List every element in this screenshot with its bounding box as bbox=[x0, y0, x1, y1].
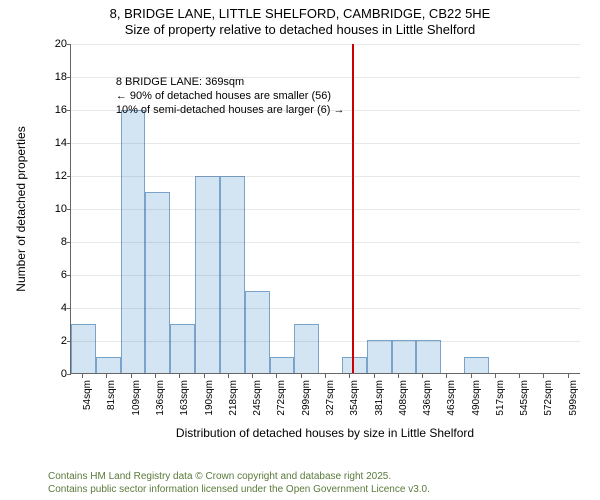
x-tick-label: 327sqm bbox=[325, 380, 336, 416]
histogram-bar bbox=[145, 192, 170, 373]
x-tick-label: 136sqm bbox=[155, 380, 166, 416]
x-axis-ticks: 54sqm 81sqm 109sqm 136sqm 163sqm 190sqm 218sqm… bbox=[70, 374, 580, 424]
x-tick-label: 272sqm bbox=[276, 380, 287, 416]
y-tick-label: 14 bbox=[43, 137, 67, 149]
x-tick-label: 490sqm bbox=[471, 380, 482, 416]
y-tick-label: 10 bbox=[43, 203, 67, 215]
chart-title-block: 8, BRIDGE LANE, LITTLE SHELFORD, CAMBRID… bbox=[0, 0, 600, 39]
histogram-bar bbox=[270, 357, 295, 373]
plot-area: 8 BRIDGE LANE: 369sqm ← 90% of detached … bbox=[70, 44, 580, 374]
y-tick-label: 6 bbox=[43, 269, 67, 281]
histogram-bar bbox=[245, 291, 270, 373]
x-tick: 545sqm bbox=[507, 374, 531, 424]
attribution-footer: Contains HM Land Registry data © Crown c… bbox=[48, 471, 430, 496]
y-tick-label: 0 bbox=[43, 368, 67, 380]
x-tick: 408sqm bbox=[386, 374, 410, 424]
x-tick: 436sqm bbox=[410, 374, 434, 424]
annotation-line2: ← 90% of detached houses are smaller (56… bbox=[116, 90, 345, 104]
x-tick-label: 163sqm bbox=[179, 380, 190, 416]
x-tick: 109sqm bbox=[119, 374, 143, 424]
histogram-bar bbox=[416, 340, 441, 373]
annotation-line1: 8 BRIDGE LANE: 369sqm bbox=[116, 76, 345, 90]
x-tick: 354sqm bbox=[337, 374, 361, 424]
x-tick: 490sqm bbox=[459, 374, 483, 424]
histogram-bar bbox=[96, 357, 121, 373]
footer-line1: Contains HM Land Registry data © Crown c… bbox=[48, 471, 430, 484]
x-tick: 54sqm bbox=[70, 374, 94, 424]
chart-title-line2: Size of property relative to detached ho… bbox=[0, 22, 600, 38]
y-tick-label: 20 bbox=[43, 38, 67, 50]
x-tick-label: 354sqm bbox=[349, 380, 360, 416]
x-tick: 327sqm bbox=[313, 374, 337, 424]
x-tick: 163sqm bbox=[167, 374, 191, 424]
x-tick-label: 436sqm bbox=[422, 380, 433, 416]
property-annotation: 8 BRIDGE LANE: 369sqm ← 90% of detached … bbox=[116, 76, 345, 117]
x-tick-label: 245sqm bbox=[252, 380, 263, 416]
x-tick-label: 463sqm bbox=[446, 380, 457, 416]
x-tick: 381sqm bbox=[361, 374, 385, 424]
x-tick-label: 190sqm bbox=[204, 380, 215, 416]
x-tick-label: 572sqm bbox=[543, 380, 554, 416]
chart-container: Number of detached properties 8 BRIDGE L… bbox=[48, 44, 580, 420]
x-tick-label: 109sqm bbox=[131, 380, 142, 416]
histogram-bar bbox=[392, 340, 417, 373]
chart-title-line1: 8, BRIDGE LANE, LITTLE SHELFORD, CAMBRID… bbox=[0, 6, 600, 22]
x-tick: 245sqm bbox=[240, 374, 264, 424]
histogram-bar bbox=[294, 324, 319, 373]
y-tick-label: 18 bbox=[43, 71, 67, 83]
x-tick-label: 54sqm bbox=[82, 380, 93, 410]
histogram-bar bbox=[71, 324, 96, 373]
histogram-bar bbox=[170, 324, 195, 373]
histogram-bar bbox=[342, 357, 367, 373]
x-tick-label: 218sqm bbox=[228, 380, 239, 416]
x-tick: 517sqm bbox=[483, 374, 507, 424]
x-tick: 218sqm bbox=[216, 374, 240, 424]
y-tick-label: 2 bbox=[43, 335, 67, 347]
x-tick-label: 517sqm bbox=[495, 380, 506, 416]
x-tick: 81sqm bbox=[94, 374, 118, 424]
x-tick: 463sqm bbox=[434, 374, 458, 424]
x-tick: 572sqm bbox=[531, 374, 555, 424]
x-tick-label: 81sqm bbox=[106, 380, 117, 410]
x-tick-label: 381sqm bbox=[374, 380, 385, 416]
y-tick-label: 8 bbox=[43, 236, 67, 248]
histogram-bar bbox=[367, 340, 392, 373]
x-tick: 136sqm bbox=[143, 374, 167, 424]
x-tick-label: 408sqm bbox=[398, 380, 409, 416]
y-tick-label: 12 bbox=[43, 170, 67, 182]
y-tick-label: 4 bbox=[43, 302, 67, 314]
y-axis-label: Number of detached properties bbox=[14, 126, 28, 291]
x-tick: 190sqm bbox=[191, 374, 215, 424]
x-tick: 299sqm bbox=[289, 374, 313, 424]
x-axis-label: Distribution of detached houses by size … bbox=[70, 426, 580, 440]
y-tick-label: 16 bbox=[43, 104, 67, 116]
x-tick-label: 299sqm bbox=[301, 380, 312, 416]
histogram-bar bbox=[464, 357, 489, 373]
x-tick: 272sqm bbox=[264, 374, 288, 424]
x-tick-label: 545sqm bbox=[519, 380, 530, 416]
footer-line2: Contains public sector information licen… bbox=[48, 484, 430, 497]
x-tick: 599sqm bbox=[556, 374, 580, 424]
x-tick-label: 599sqm bbox=[568, 380, 579, 416]
